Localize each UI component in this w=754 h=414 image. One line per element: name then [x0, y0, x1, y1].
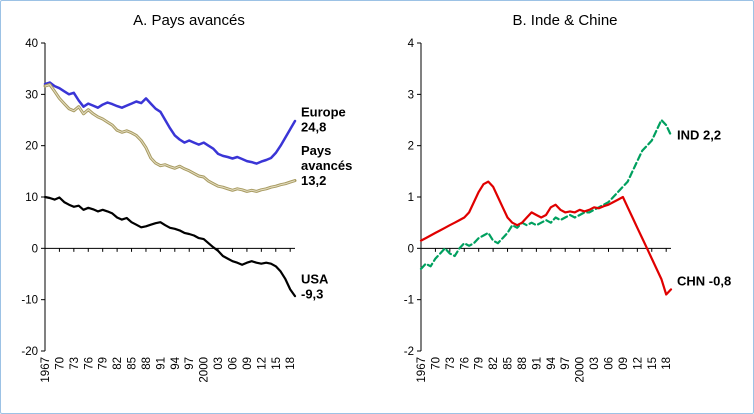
svg-text:24,8: 24,8 [301, 120, 326, 135]
svg-text:1: 1 [408, 192, 414, 204]
panel-b: B. Inde & Chine 4 3 2 1 0 -1 -2 1967 70 73 76 79 82 8… [377, 7, 753, 403]
svg-text:12: 12 [632, 357, 644, 370]
svg-text:-2: -2 [404, 346, 414, 358]
svg-text:09: 09 [618, 357, 630, 370]
svg-text:-10: -10 [21, 295, 38, 307]
svg-text:06: 06 [604, 357, 616, 370]
svg-text:1967: 1967 [416, 357, 428, 383]
svg-text:97: 97 [560, 357, 572, 370]
svg-text:15: 15 [271, 357, 283, 370]
svg-text:88: 88 [141, 357, 153, 370]
svg-text:09: 09 [242, 357, 254, 370]
svg-text:79: 79 [474, 357, 486, 370]
svg-text:20: 20 [25, 141, 38, 153]
svg-text:40: 40 [25, 38, 38, 50]
svg-text:0: 0 [32, 243, 38, 255]
svg-text:18: 18 [661, 357, 673, 370]
panel-b-title: B. Inde & Chine [512, 12, 618, 29]
svg-text:94: 94 [546, 356, 558, 369]
svg-text:79: 79 [98, 357, 110, 370]
panel-a-title: A. Pays avancés [133, 12, 245, 29]
svg-text:CHN -0,8: CHN -0,8 [677, 274, 731, 289]
svg-text:-1: -1 [404, 295, 414, 307]
svg-text:85: 85 [503, 357, 515, 370]
svg-text:10: 10 [25, 192, 38, 204]
svg-text:85: 85 [127, 357, 139, 370]
svg-text:30: 30 [25, 89, 38, 101]
svg-text:0: 0 [408, 243, 414, 255]
svg-text:97: 97 [184, 357, 196, 370]
svg-text:73: 73 [69, 357, 81, 370]
svg-text:76: 76 [459, 357, 471, 370]
svg-text:2000: 2000 [199, 357, 211, 383]
svg-text:1967: 1967 [40, 357, 52, 383]
svg-text:-9,3: -9,3 [301, 286, 323, 301]
svg-text:94: 94 [170, 356, 182, 369]
svg-text:18: 18 [285, 357, 297, 370]
svg-text:82: 82 [112, 357, 124, 370]
svg-text:avancés: avancés [301, 158, 352, 173]
svg-text:03: 03 [213, 357, 225, 370]
svg-text:12: 12 [256, 357, 268, 370]
panel-a: A. Pays avancés 40 30 20 10 0 -10 -20 1967 70 73 7… [1, 7, 377, 403]
svg-text:76: 76 [83, 357, 95, 370]
svg-text:IND 2,2: IND 2,2 [677, 127, 721, 142]
svg-text:03: 03 [589, 357, 601, 370]
svg-text:Europe: Europe [301, 105, 346, 120]
svg-text:91: 91 [155, 357, 167, 370]
svg-text:15: 15 [647, 357, 659, 370]
svg-text:4: 4 [408, 38, 415, 50]
panels-row: A. Pays avancés 40 30 20 10 0 -10 -20 1967 70 73 7… [1, 7, 753, 403]
svg-text:13,2: 13,2 [301, 173, 326, 188]
svg-text:91: 91 [531, 357, 543, 370]
svg-text:70: 70 [54, 357, 66, 370]
svg-text:2: 2 [408, 141, 414, 153]
svg-text:73: 73 [445, 357, 457, 370]
svg-text:3: 3 [408, 89, 414, 101]
svg-text:-20: -20 [21, 346, 38, 358]
svg-text:06: 06 [228, 357, 240, 370]
svg-text:USA: USA [301, 271, 329, 286]
svg-text:2000: 2000 [575, 357, 587, 383]
svg-text:70: 70 [430, 357, 442, 370]
svg-text:Pays: Pays [301, 143, 331, 158]
svg-text:88: 88 [517, 357, 529, 370]
svg-text:82: 82 [488, 357, 500, 370]
